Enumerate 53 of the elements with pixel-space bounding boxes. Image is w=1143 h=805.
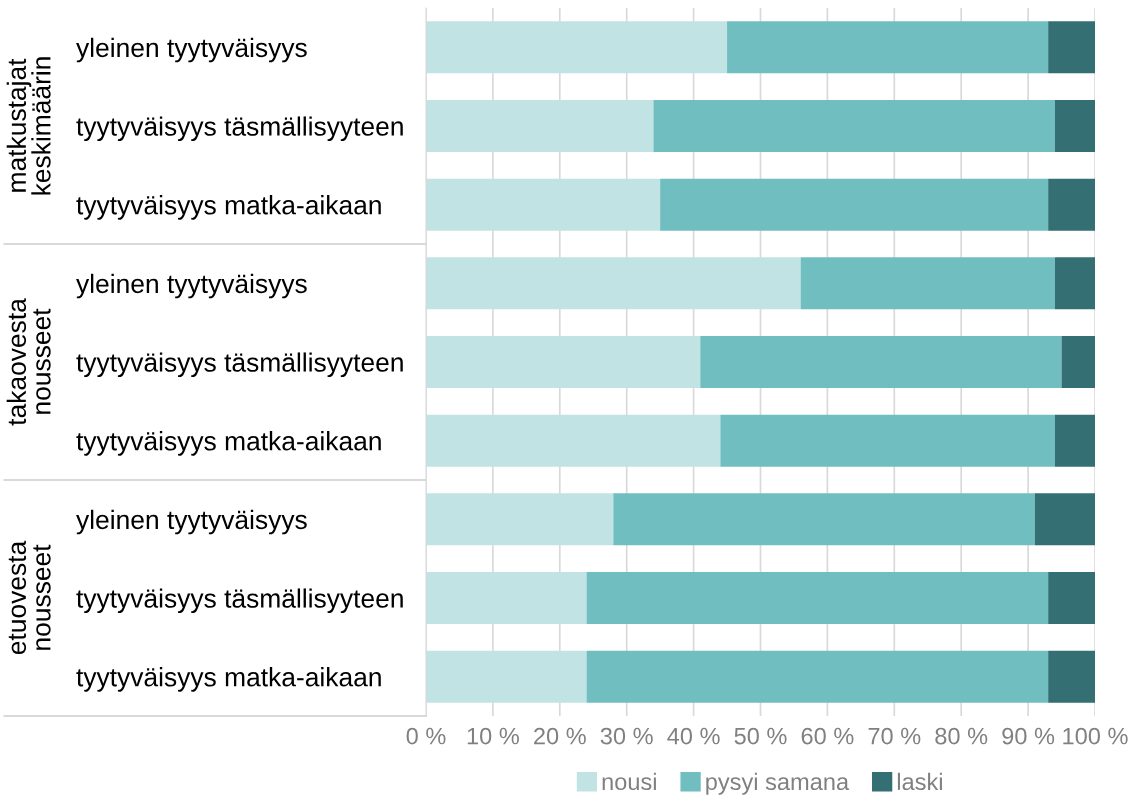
x-tick-label: 60 % [801, 727, 854, 745]
bar [1061, 336, 1095, 388]
text: takaovesta nousseet [6, 298, 51, 426]
bar [660, 178, 1049, 231]
text: etuovesta nousseet [8, 540, 51, 655]
x-tick-label: 100 % [1063, 727, 1128, 745]
x-tick-label: 70 % [868, 727, 921, 745]
legend-label: laski [897, 772, 942, 791]
x-tick-label: 40 % [667, 727, 720, 745]
x-tick-label: 10 % [467, 727, 519, 745]
y-tick-label: yleinen tyytyväisyys [76, 273, 307, 299]
y-tick-label: tyytyväisyys täsmällisyyteen [76, 352, 403, 378]
bar [426, 21, 728, 74]
x-tick-label: 30 % [600, 727, 653, 745]
bar [1048, 572, 1095, 624]
y-tick-label: tyytyväisyys matka-aikaan [76, 195, 381, 220]
bar [426, 257, 801, 310]
bar [586, 572, 1049, 624]
bar [1034, 493, 1095, 546]
bar [426, 650, 587, 703]
bar [426, 414, 721, 467]
bar [426, 493, 614, 546]
bar [727, 21, 1049, 74]
bar [426, 572, 587, 624]
bar [426, 178, 661, 231]
bar [1054, 100, 1095, 152]
bar [1054, 257, 1095, 310]
y-tick-label: tyytyväisyys täsmällisyyteen [76, 116, 403, 142]
x-tick-label: 50 % [734, 727, 787, 745]
bar [1048, 21, 1095, 74]
legend-label: pysyi samana [706, 772, 850, 795]
bar [720, 414, 1055, 467]
bar [1048, 650, 1095, 703]
x-tick-label: 90 % [1002, 727, 1055, 745]
bar [426, 100, 654, 152]
x-tick-label: 20 % [534, 727, 586, 745]
y-tick-label: tyytyväisyys matka-aikaan [76, 431, 381, 456]
text: matkustajat keskimäärin [6, 57, 51, 195]
bar [700, 336, 1062, 388]
y-tick-label: tyytyväisyys täsmällisyyteen [76, 588, 403, 614]
bar [800, 257, 1055, 310]
bar [426, 336, 701, 388]
y-tick-label: yleinen tyytyväisyys [76, 37, 307, 63]
legend-label: nousi [602, 772, 656, 791]
bar [653, 100, 1055, 152]
bar [613, 493, 1035, 546]
bar [1054, 414, 1095, 467]
bar [586, 650, 1049, 703]
x-tick-label: 80 % [935, 727, 988, 745]
y-tick-label: yleinen tyytyväisyys [76, 509, 307, 535]
bar [1048, 178, 1095, 231]
x-tick-label: 0 % [406, 727, 446, 745]
y-tick-label: tyytyväisyys matka-aikaan [76, 667, 381, 692]
